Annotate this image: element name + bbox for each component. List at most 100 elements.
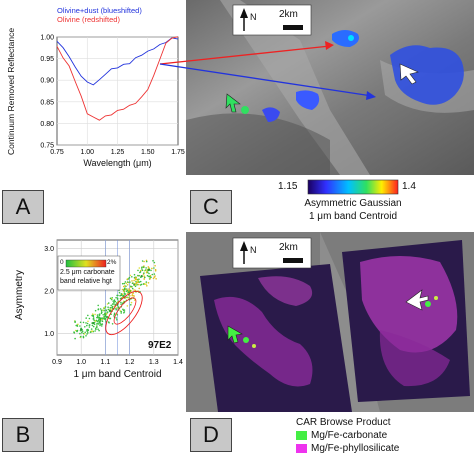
scatter-point: [135, 278, 138, 281]
scatter-point: [116, 314, 119, 316]
panel-letter-a: A: [2, 190, 44, 224]
scatter-point: [109, 308, 112, 310]
scatter-point: [147, 282, 150, 284]
scatter-point: [100, 309, 103, 312]
tick-label-y-a: 0.75: [40, 143, 54, 150]
scatter-point: [93, 321, 96, 324]
scatter-point: [94, 320, 97, 322]
scatter-point: [82, 321, 85, 324]
scatter-point: [97, 322, 99, 325]
scatter-point: [99, 308, 102, 310]
scatter-point: [103, 317, 105, 319]
scatter-point: [117, 306, 120, 308]
scatter-point: [124, 281, 127, 283]
scatter-point: [154, 265, 156, 267]
scatter-point: [108, 322, 110, 324]
legend-redshifted: Olivine (redshifted): [57, 15, 120, 24]
legend-blueshifted: Olivine+dust (blueshifted): [57, 6, 142, 15]
legend-title-d: CAR Browse Product: [296, 417, 391, 428]
scatter-point: [150, 276, 152, 279]
panel-letter-c: C: [190, 190, 232, 224]
scatter-point: [91, 330, 94, 333]
scatter-point: [147, 266, 150, 268]
scatter-point: [92, 315, 95, 318]
scatter-point: [84, 326, 86, 328]
scatter-point: [131, 293, 134, 295]
scatter-point: [120, 310, 122, 313]
series-line-redshifted: [56, 36, 179, 121]
scatter-point: [117, 294, 119, 297]
tick-label-y-b: 3.0: [44, 246, 54, 253]
scatter-point: [111, 307, 114, 309]
scatter-point: [99, 317, 101, 319]
centroid-colorbar: [307, 179, 399, 195]
carbonate-colorbar: [65, 259, 107, 268]
tick-label-x-a: 1.75: [171, 149, 185, 156]
scatter-point: [143, 275, 145, 277]
scatter-point: [130, 301, 133, 304]
scatter-point: [127, 291, 130, 294]
scatter-point: [145, 259, 148, 262]
scatter-point: [111, 323, 114, 325]
scatter-point: [92, 318, 95, 320]
scatter-point: [101, 323, 104, 325]
scatter-point: [133, 289, 135, 291]
scatter-point: [81, 331, 83, 334]
scale-bar-d: [283, 258, 303, 263]
scatter-point: [119, 297, 122, 300]
scatter-point: [120, 294, 122, 297]
terrain-ridge: [220, 0, 370, 175]
scatter-point: [143, 272, 145, 274]
phyllosilicate-right-2: [379, 330, 450, 387]
scatter-point: [93, 323, 96, 326]
scatter-point: [127, 296, 129, 299]
scatter-point: [151, 267, 153, 270]
scatter-point: [133, 273, 136, 276]
scatter-point: [137, 269, 139, 272]
scatter-point: [120, 303, 122, 306]
scatter-point: [86, 328, 89, 331]
carbonate-spot-left-2: [252, 344, 256, 348]
tick-label-y-a: 0.90: [40, 78, 54, 85]
legend-label-phyllosilicate: Mg/Fe-phyllosilicate: [311, 443, 400, 454]
phyllosilicate-right: [360, 256, 458, 353]
scatter-point: [90, 331, 92, 333]
scatter-point: [138, 267, 141, 269]
scatter-point: [109, 297, 112, 300]
scatter-point: [141, 260, 144, 262]
scatter-point: [103, 306, 106, 309]
axis-label-x-b: 1 μm band Centroid: [73, 369, 162, 380]
scatter-point: [73, 331, 75, 333]
scatter-point: [136, 283, 138, 286]
detection-cluster-mid: [296, 90, 320, 110]
scatter-point: [131, 282, 134, 285]
scatter-point: [126, 284, 129, 286]
scatter-point: [120, 293, 123, 295]
scatter-point: [104, 312, 106, 314]
scatter-point: [120, 312, 122, 314]
scatter-point: [94, 327, 97, 330]
scatter-point: [84, 331, 86, 334]
arrow-blue-head: [366, 91, 376, 100]
scatter-point: [137, 279, 139, 282]
phyllosilicate-left-2: [258, 276, 313, 306]
scatter-point: [102, 309, 104, 311]
scatter-point: [116, 307, 118, 309]
scatter-point: [83, 333, 86, 335]
scatter-point: [104, 313, 107, 316]
scatter-point: [137, 274, 139, 277]
scatter-point: [122, 285, 125, 288]
scatter-point: [134, 289, 137, 292]
scatter-point: [123, 312, 125, 314]
detection-cluster-low: [262, 107, 280, 122]
scatter-point: [98, 329, 100, 332]
scatter-point: [112, 300, 114, 302]
colorbar-min-c: 1.15: [278, 181, 298, 192]
scatter-point: [152, 260, 154, 262]
scatter-point: [141, 268, 143, 270]
scatter-point: [138, 278, 140, 281]
scatter-point: [153, 261, 156, 264]
